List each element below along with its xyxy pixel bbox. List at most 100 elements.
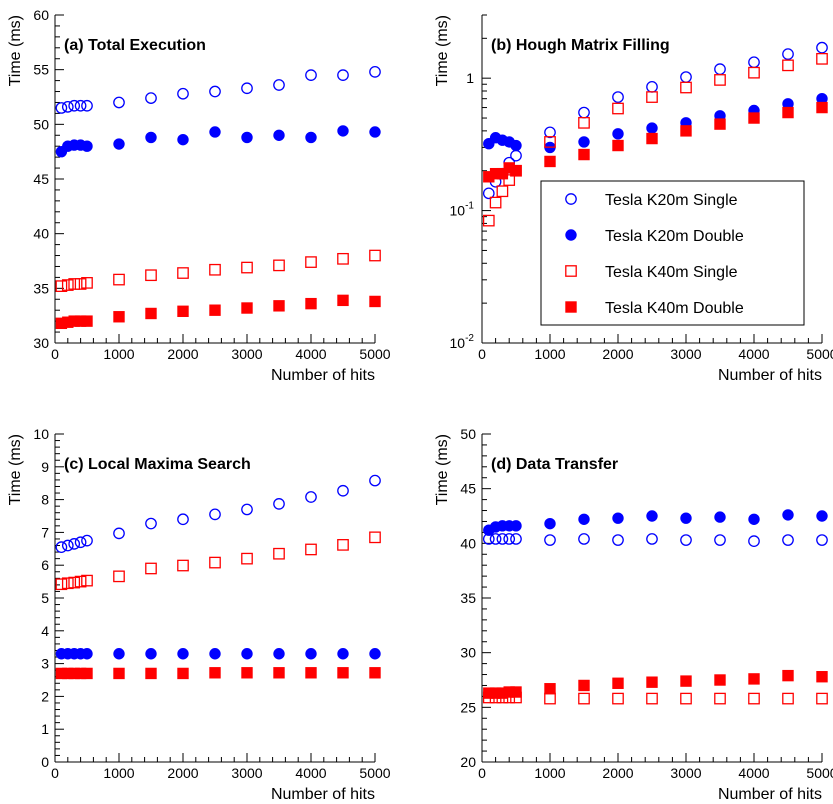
data-point — [544, 692, 556, 705]
data-point — [68, 278, 81, 290]
y-tick-label: 35 — [460, 590, 476, 606]
data-point — [680, 71, 692, 83]
data-point — [782, 59, 794, 72]
data-point — [680, 512, 692, 524]
data-point — [145, 667, 157, 680]
data-point — [612, 512, 624, 524]
y-tick-label: 7 — [41, 524, 49, 540]
y-tick-label: 30 — [460, 645, 476, 661]
y-axis-title: Time (ms) — [434, 15, 451, 86]
data-point — [81, 99, 93, 112]
x-tick-label: 3000 — [231, 346, 262, 362]
data-point — [503, 174, 516, 186]
y-tick-label: 3 — [41, 656, 49, 672]
data-point — [646, 132, 658, 145]
data-point — [578, 148, 590, 161]
x-tick-label: 1000 — [534, 765, 565, 781]
data-point — [145, 648, 157, 660]
data-point — [646, 122, 658, 134]
data-point — [273, 300, 285, 312]
data-point — [578, 116, 590, 129]
data-point — [305, 667, 317, 679]
x-tick-label: 4000 — [738, 346, 769, 362]
data-point — [113, 667, 125, 680]
y-tick-label: 10-1 — [450, 201, 475, 219]
data-point — [578, 692, 590, 705]
y-tick-label: 10-2 — [450, 333, 475, 351]
data-point — [305, 648, 317, 660]
series-tesla-k20m-single — [482, 533, 828, 547]
y-tick-label: 20 — [460, 754, 476, 770]
data-point — [273, 547, 285, 560]
data-point — [241, 648, 253, 660]
series-tesla-k20m-double — [55, 125, 381, 158]
data-point — [145, 307, 157, 320]
data-point — [74, 99, 87, 112]
data-point — [489, 196, 502, 209]
data-point — [748, 535, 760, 547]
data-point — [369, 648, 381, 660]
data-point — [714, 74, 726, 86]
data-point — [241, 667, 253, 679]
x-tick-label: 0 — [51, 765, 59, 781]
data-point — [209, 556, 221, 569]
data-point — [369, 126, 381, 138]
y-axis-title: Time (ms) — [434, 434, 451, 505]
data-point — [241, 261, 253, 274]
legend-marker — [565, 265, 577, 277]
data-point — [544, 126, 556, 139]
data-point — [782, 48, 794, 60]
data-point — [68, 576, 81, 589]
data-point — [74, 575, 87, 588]
y-axis-title: Time (ms) — [7, 15, 24, 86]
legend-marker — [565, 229, 577, 241]
data-point — [61, 577, 74, 590]
data-point — [305, 131, 317, 144]
data-point — [578, 533, 590, 545]
data-point — [510, 520, 522, 532]
data-point — [305, 491, 317, 503]
series-tesla-k40m-single — [55, 249, 381, 292]
x-axis-title: Number of hits — [718, 786, 822, 803]
data-point — [305, 256, 317, 268]
y-tick-label: 40 — [33, 226, 49, 242]
series-tesla-k20m-single — [55, 66, 381, 114]
data-point — [337, 294, 349, 307]
data-point — [145, 269, 157, 282]
panel-d: 0 1000 2000 3000 4000 5000 20 25 30 35 40 45 50 Numbe… — [434, 426, 833, 803]
data-point — [241, 552, 253, 565]
data-point — [646, 676, 658, 688]
data-point — [510, 149, 522, 162]
data-point — [177, 305, 189, 317]
data-point — [782, 106, 794, 119]
x-tick-label: 1000 — [103, 346, 134, 362]
data-point — [482, 214, 495, 227]
data-point — [544, 683, 556, 695]
x-tick-label: 5000 — [806, 346, 833, 362]
data-point — [305, 543, 317, 556]
series-tesla-k40m-double — [55, 294, 381, 330]
legend: Tesla K20m Single Tesla K20m Double Tesla … — [540, 180, 805, 326]
data-point — [145, 517, 157, 530]
data-point — [61, 539, 74, 552]
data-point — [816, 534, 828, 546]
series-tesla-k20m-double — [483, 92, 828, 154]
data-point — [816, 41, 828, 54]
data-point — [113, 648, 125, 660]
data-point — [305, 69, 317, 81]
data-point — [612, 139, 624, 152]
data-point — [646, 510, 658, 522]
data-point — [113, 527, 125, 540]
y-tick-exponent: -2 — [465, 333, 474, 344]
data-point — [578, 136, 590, 148]
data-point — [612, 677, 624, 689]
data-point — [612, 102, 624, 115]
data-point — [241, 131, 253, 144]
x-tick-label: 4000 — [738, 765, 769, 781]
legend-entry: Tesla K20m Single — [605, 192, 738, 209]
data-point — [646, 91, 658, 103]
legend-marker — [565, 301, 577, 313]
data-point — [337, 252, 349, 265]
data-point — [544, 534, 556, 546]
data-point — [113, 273, 125, 286]
